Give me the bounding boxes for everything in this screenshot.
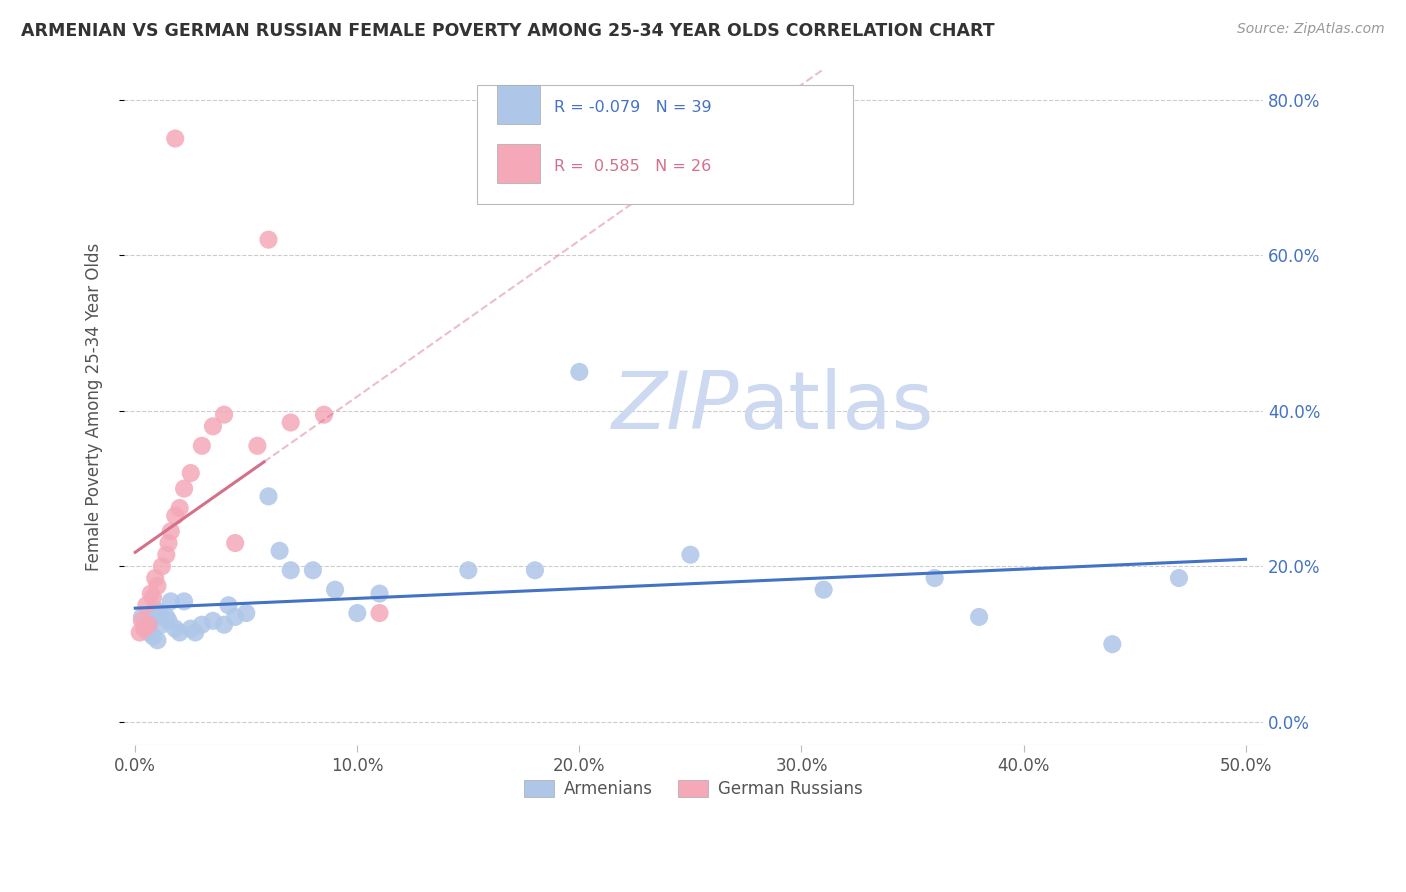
Point <box>131 614 153 628</box>
Point <box>165 131 187 145</box>
Point <box>312 408 335 422</box>
Legend: Armenians, German Russians: Armenians, German Russians <box>517 773 870 805</box>
Point <box>169 501 191 516</box>
Point <box>323 582 346 597</box>
Point <box>368 586 391 600</box>
Point <box>924 571 946 585</box>
Point <box>143 602 166 616</box>
Point <box>257 489 280 503</box>
Point <box>212 617 235 632</box>
Point <box>159 594 181 608</box>
Point <box>679 548 702 562</box>
Point <box>180 466 202 480</box>
Point <box>157 614 180 628</box>
Text: R =  0.585   N = 26: R = 0.585 N = 26 <box>554 159 711 174</box>
Point <box>246 439 269 453</box>
Point <box>135 599 157 613</box>
Point <box>224 610 246 624</box>
Point <box>191 439 214 453</box>
Point <box>142 591 165 605</box>
Point <box>269 544 291 558</box>
Point <box>128 625 150 640</box>
Point <box>346 606 368 620</box>
Point <box>184 625 207 640</box>
Point <box>138 625 160 640</box>
Point <box>155 610 177 624</box>
Point <box>155 548 177 562</box>
Point <box>169 625 191 640</box>
Point <box>180 622 202 636</box>
Point <box>1101 637 1123 651</box>
Bar <box>496 85 540 124</box>
Point <box>224 536 246 550</box>
Point <box>134 622 156 636</box>
Text: ZIP: ZIP <box>612 368 740 446</box>
Point <box>235 606 257 620</box>
Point <box>135 622 157 636</box>
Point <box>257 233 280 247</box>
Point <box>142 629 165 643</box>
Bar <box>496 144 540 183</box>
Y-axis label: Female Poverty Among 25-34 Year Olds: Female Poverty Among 25-34 Year Olds <box>86 243 103 571</box>
Text: Source: ZipAtlas.com: Source: ZipAtlas.com <box>1237 22 1385 37</box>
Point <box>280 416 302 430</box>
Point <box>165 508 187 523</box>
Point <box>813 582 835 597</box>
Point <box>139 586 162 600</box>
Point <box>568 365 591 379</box>
Point <box>150 559 173 574</box>
Point <box>191 617 214 632</box>
Point <box>149 606 172 620</box>
Point <box>143 571 166 585</box>
Text: R = -0.079   N = 39: R = -0.079 N = 39 <box>554 100 711 115</box>
Point <box>280 563 302 577</box>
Point <box>368 606 391 620</box>
Point <box>173 594 195 608</box>
Point <box>201 419 224 434</box>
Point <box>139 614 162 628</box>
Point <box>967 610 990 624</box>
Point <box>212 408 235 422</box>
Point <box>302 563 325 577</box>
Point <box>165 622 187 636</box>
Point <box>157 536 180 550</box>
Point <box>457 563 479 577</box>
Point <box>173 482 195 496</box>
Point <box>138 617 160 632</box>
FancyBboxPatch shape <box>477 86 853 204</box>
Point <box>146 633 169 648</box>
Point <box>218 599 240 613</box>
Point <box>523 563 546 577</box>
Point <box>150 617 173 632</box>
Point <box>146 579 169 593</box>
Text: atlas: atlas <box>740 368 934 446</box>
Point <box>131 610 153 624</box>
Point <box>159 524 181 539</box>
Point <box>1168 571 1191 585</box>
Point <box>201 614 224 628</box>
Text: ARMENIAN VS GERMAN RUSSIAN FEMALE POVERTY AMONG 25-34 YEAR OLDS CORRELATION CHAR: ARMENIAN VS GERMAN RUSSIAN FEMALE POVERT… <box>21 22 994 40</box>
